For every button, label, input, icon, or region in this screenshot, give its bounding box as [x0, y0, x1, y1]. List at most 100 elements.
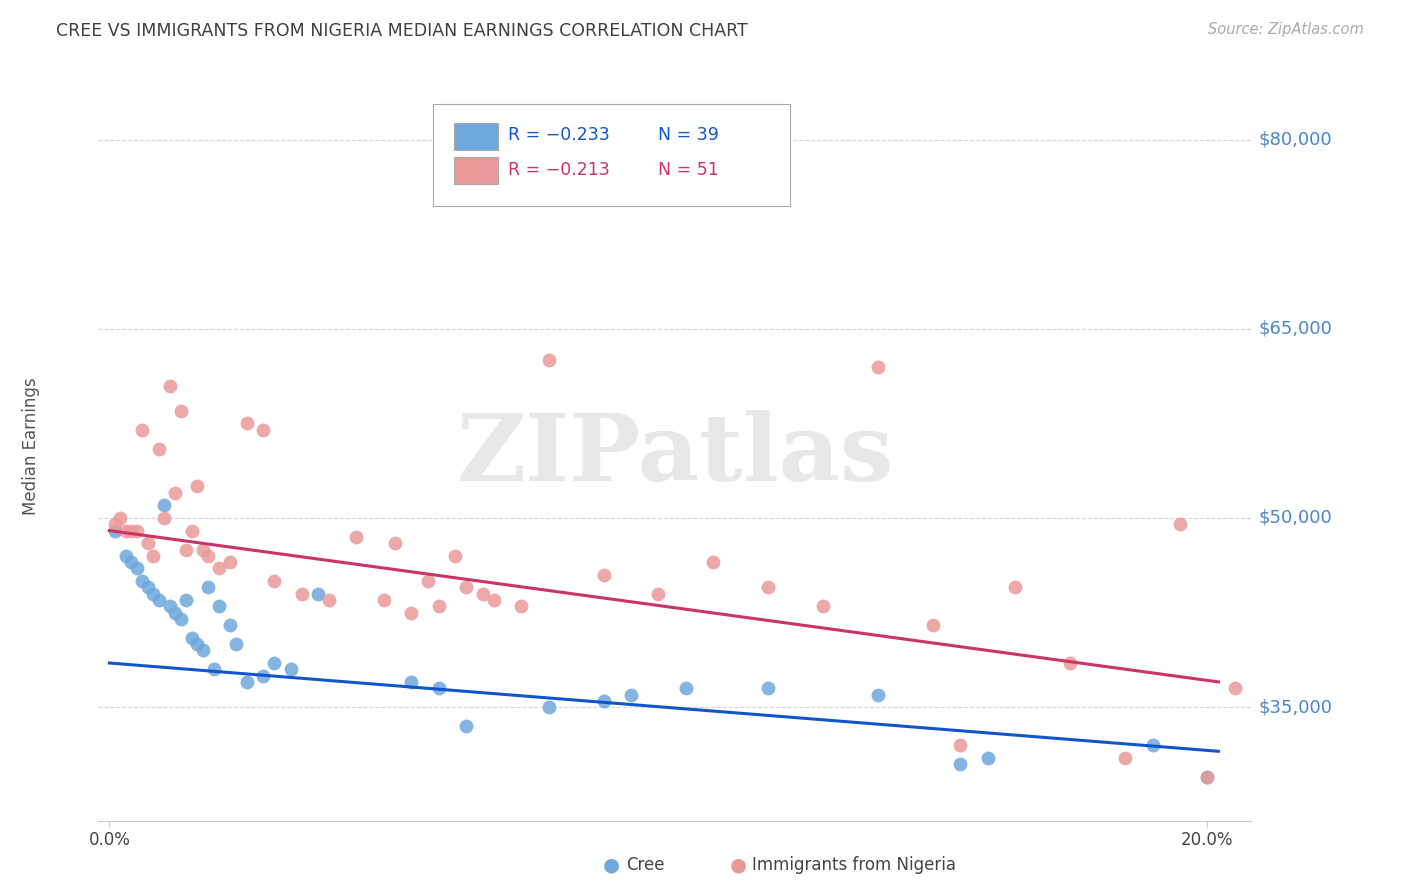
Point — [592, 694, 614, 708]
Text: $80,000: $80,000 — [1258, 130, 1331, 149]
Point — [866, 688, 889, 702]
Point — [471, 587, 494, 601]
Point — [1004, 580, 1026, 594]
Point — [208, 599, 231, 614]
Point — [125, 524, 148, 538]
Text: Source: ZipAtlas.com: Source: ZipAtlas.com — [1208, 22, 1364, 37]
Text: N = 51: N = 51 — [658, 161, 718, 178]
Point — [180, 631, 202, 645]
Point — [427, 681, 450, 696]
Point — [159, 378, 181, 392]
Point — [401, 606, 423, 620]
Text: Median Earnings: Median Earnings — [22, 377, 39, 515]
Point — [219, 555, 242, 569]
Text: R = −0.233: R = −0.233 — [508, 127, 609, 145]
Point — [756, 580, 779, 594]
Point — [153, 511, 176, 525]
Point — [142, 587, 165, 601]
Point — [174, 593, 197, 607]
Point — [252, 668, 274, 682]
Point — [1142, 738, 1164, 752]
Point — [949, 738, 972, 752]
Point — [136, 536, 159, 550]
Point — [373, 593, 395, 607]
Point — [647, 587, 669, 601]
Point — [136, 580, 159, 594]
Point — [977, 750, 1000, 764]
Point — [142, 549, 165, 563]
Point — [104, 517, 127, 532]
Point — [949, 756, 972, 771]
Text: Cree: Cree — [626, 856, 664, 874]
Point — [1168, 517, 1191, 532]
Point — [131, 574, 153, 588]
Point — [1197, 770, 1219, 784]
Point — [510, 599, 533, 614]
Point — [1059, 656, 1081, 670]
Point — [756, 681, 779, 696]
Point — [110, 511, 132, 525]
Text: CREE VS IMMIGRANTS FROM NIGERIA MEDIAN EARNINGS CORRELATION CHART: CREE VS IMMIGRANTS FROM NIGERIA MEDIAN E… — [56, 22, 748, 40]
Point — [104, 524, 127, 538]
Point — [675, 681, 697, 696]
Point — [208, 561, 231, 575]
Point — [346, 530, 368, 544]
Text: N = 39: N = 39 — [658, 127, 718, 145]
Point — [592, 567, 614, 582]
Point — [482, 593, 505, 607]
Point — [307, 587, 329, 601]
Text: ●: ● — [603, 855, 620, 875]
Point — [263, 656, 285, 670]
Point — [197, 549, 219, 563]
Point — [318, 593, 340, 607]
Point — [427, 599, 450, 614]
Point — [186, 479, 208, 493]
FancyBboxPatch shape — [433, 103, 790, 206]
Point — [186, 637, 208, 651]
Point — [170, 612, 193, 626]
Point — [263, 574, 285, 588]
Point — [125, 561, 148, 575]
Point — [537, 353, 560, 368]
FancyBboxPatch shape — [454, 123, 499, 150]
Point — [148, 593, 170, 607]
Point — [148, 442, 170, 456]
Text: $65,000: $65,000 — [1258, 320, 1333, 338]
Point — [120, 524, 142, 538]
Point — [165, 606, 187, 620]
Point — [620, 688, 643, 702]
Point — [219, 618, 242, 632]
Point — [174, 542, 197, 557]
Point — [235, 674, 257, 689]
FancyBboxPatch shape — [454, 157, 499, 185]
Point — [811, 599, 834, 614]
Point — [290, 587, 312, 601]
Point — [456, 580, 478, 594]
Point — [384, 536, 406, 550]
Point — [1197, 770, 1219, 784]
Text: ZIPatlas: ZIPatlas — [457, 410, 893, 500]
Point — [922, 618, 945, 632]
Point — [537, 700, 560, 714]
Point — [153, 499, 176, 513]
Point — [170, 404, 193, 418]
Point — [225, 637, 247, 651]
Text: $50,000: $50,000 — [1258, 509, 1331, 527]
Point — [115, 524, 138, 538]
Text: $35,000: $35,000 — [1258, 698, 1333, 716]
Point — [197, 580, 219, 594]
Point — [202, 662, 225, 676]
Point — [702, 555, 724, 569]
Point — [180, 524, 202, 538]
Point — [280, 662, 302, 676]
Point — [456, 719, 478, 733]
Text: ●: ● — [730, 855, 747, 875]
Point — [131, 423, 153, 437]
Point — [1114, 750, 1136, 764]
Point — [191, 643, 214, 657]
Point — [120, 555, 142, 569]
Point — [416, 574, 439, 588]
Point — [115, 549, 138, 563]
Point — [866, 359, 889, 374]
Point — [444, 549, 467, 563]
